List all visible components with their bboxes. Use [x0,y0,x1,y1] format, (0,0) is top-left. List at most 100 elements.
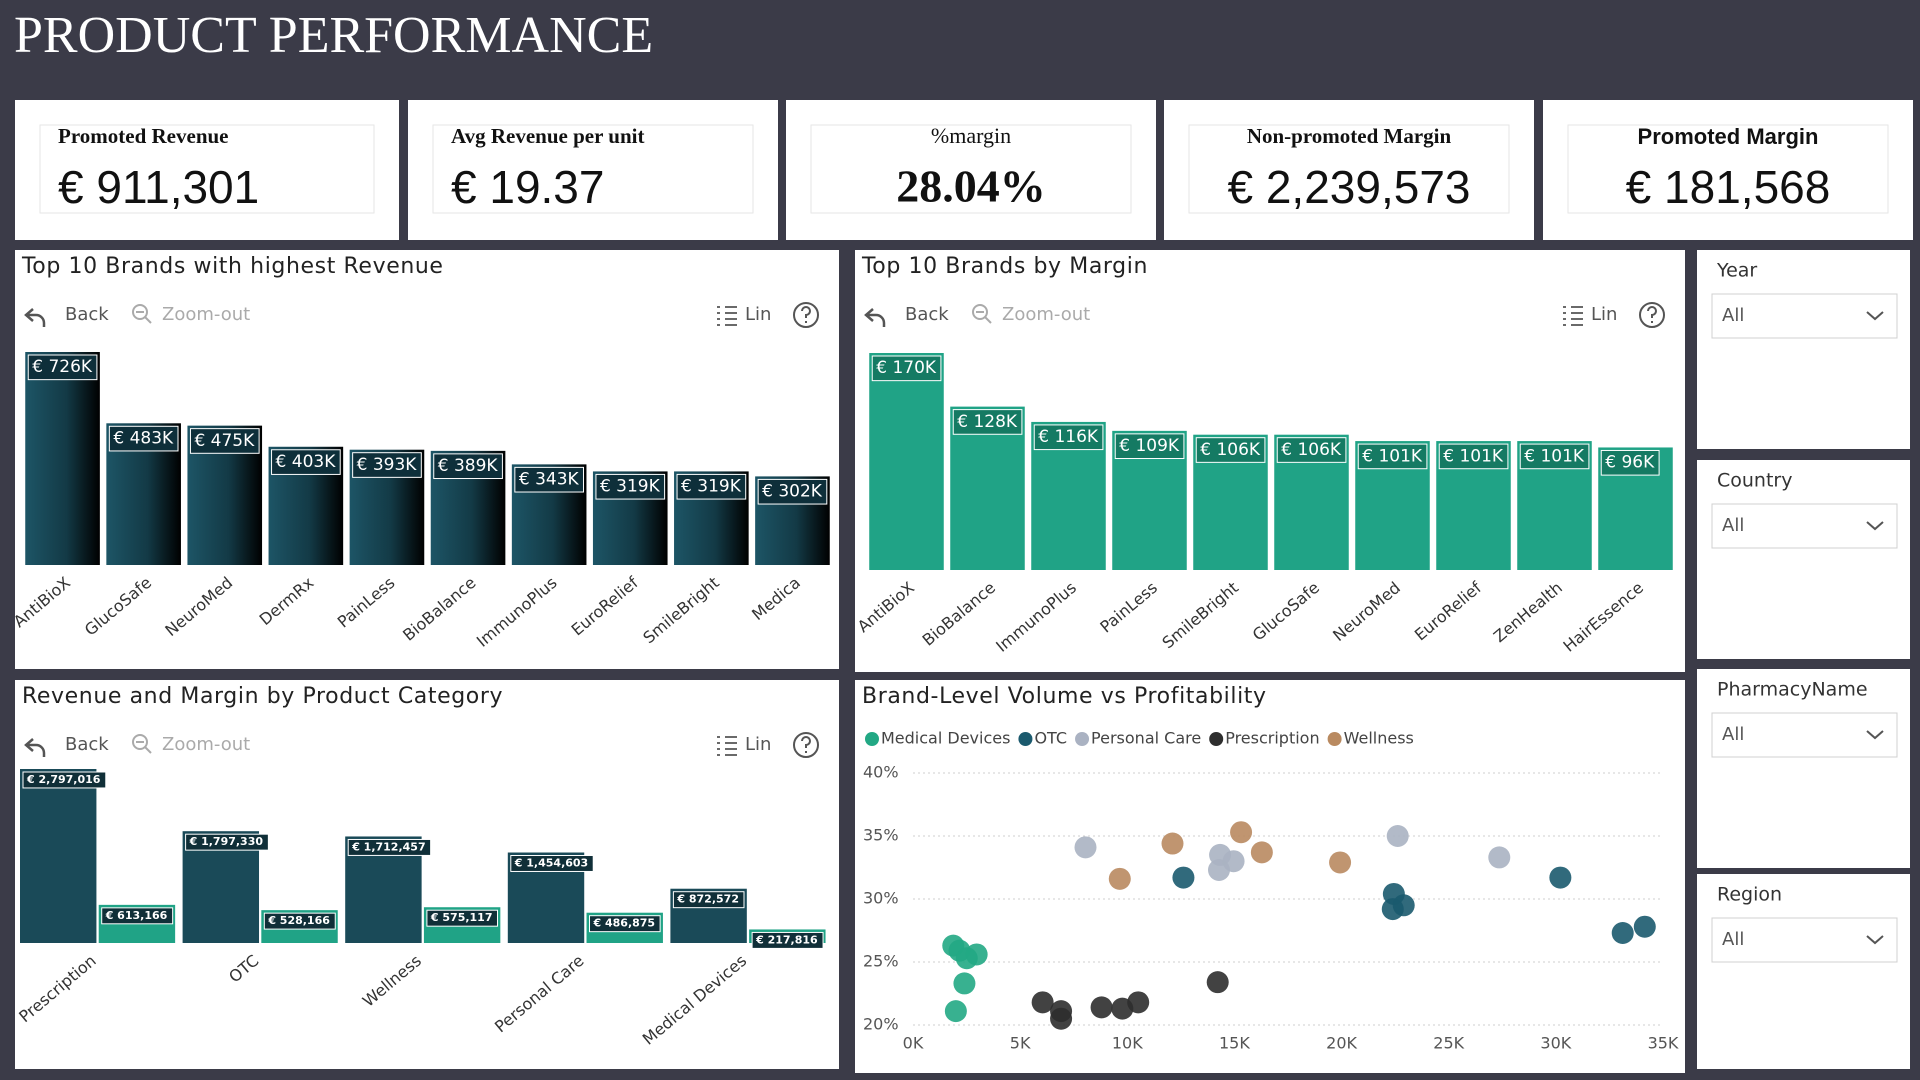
value-label: € 528,166 [267,914,330,927]
value-label-box [676,473,747,500]
back-button[interactable]: Back [65,734,109,755]
back-icon[interactable] [24,308,46,327]
help-icon[interactable] [793,302,819,328]
chart-title: Top 10 Brands by Margin [861,254,1148,279]
slicer: Region All [1697,874,1910,1069]
value-label-box [1357,443,1428,470]
help-icon[interactable] [1639,302,1665,328]
slicer-title: Region [1717,884,1782,906]
legend-label[interactable]: Personal Care [1091,729,1201,748]
value-label: € 96K [1605,453,1655,473]
kpi-label: %margin [931,123,1011,148]
scatter-point [1108,867,1131,890]
zoom-out-button[interactable]: Zoom-out [162,734,250,755]
value-label: € 872,572 [676,893,739,906]
slicer-bg [1697,250,1910,449]
value-label: € 106K [1281,440,1342,460]
zoom-icon-handle[interactable] [976,311,992,324]
zoom-icon-handle[interactable] [136,741,152,754]
linear-button[interactable]: Lin [1591,304,1617,325]
card-bg [786,100,1156,240]
zoom-icon[interactable] [132,734,148,750]
value-label-box [271,449,341,475]
zoom-out-button[interactable]: Zoom-out [1002,304,1090,325]
dropdown[interactable] [1711,712,1898,758]
dropdown-value[interactable]: All [1722,724,1744,745]
help-mark [801,306,811,323]
chart-panel: Top 10 Brands by Margin Back Zoom-out Lin € … [854,250,1685,672]
help-mark [801,736,811,753]
legend-marker [1327,732,1342,746]
y-tick-label: 35% [863,826,899,845]
panel-bg [15,680,839,1069]
linear-button[interactable]: Lin [745,304,771,325]
slicer: PharmacyName All [1697,669,1910,868]
legend-marker [1018,732,1033,746]
x-tick-label: 30K [1540,1034,1571,1053]
dropdown-chevron [1866,311,1884,321]
dropdown-chevron [1866,935,1884,945]
value-label-box [757,478,828,505]
panel-bg [855,680,1685,1073]
list-icon[interactable] [717,736,737,756]
value-label: € 483K [113,429,174,449]
legend-label[interactable]: Prescription [1225,729,1319,748]
dropdown-value[interactable]: All [1722,929,1744,950]
zoom-icon[interactable] [972,304,988,320]
legend-label[interactable]: Medical Devices [881,729,1010,748]
back-button[interactable]: Back [905,304,949,325]
help-icon[interactable] [793,732,819,758]
scatter-point [1392,894,1415,917]
slicer-title: PharmacyName [1717,679,1868,701]
list-icon[interactable] [717,306,737,326]
dropdown-value[interactable]: All [1722,515,1744,536]
value-label-box [1114,433,1185,460]
bar [25,352,100,565]
scatter-point [1549,866,1572,889]
dropdown-chevron [1866,521,1884,531]
dropdown[interactable] [1711,503,1898,549]
legend-label[interactable]: Wellness [1344,729,1414,748]
toolbar: Back Zoom-out Lin [864,302,1665,328]
back-icon[interactable] [24,738,46,757]
kpi-label: Promoted Revenue [58,124,229,148]
scatter-point [965,943,988,966]
value-label-box [871,355,942,382]
value-label-box [1195,437,1266,463]
dropdown[interactable] [1711,293,1898,339]
dropdown[interactable] [1711,917,1898,963]
linear-button[interactable]: Lin [745,734,771,755]
chart-title: Top 10 Brands with highest Revenue [21,254,444,279]
value-label: € 403K [276,452,337,472]
chart-panel: Top 10 Brands with highest Revenue Back Zo… [10,250,839,669]
list-icon[interactable] [1563,306,1583,326]
back-button[interactable]: Back [65,304,109,325]
legend-marker [1209,732,1224,746]
value-label: € 109K [1119,436,1180,456]
kpi-card: Promoted Margin € 181,568 [1543,100,1913,240]
dropdown-value[interactable]: All [1722,305,1744,326]
kpi-value: € 911,301 [58,161,259,213]
zoom-out-button[interactable]: Zoom-out [162,304,250,325]
scatter-point [944,1000,967,1023]
zoom-icon-handle[interactable] [136,311,152,324]
help-mark [1647,306,1657,323]
value-label: € 575,117 [430,911,493,924]
y-tick-label: 30% [863,889,899,908]
back-icon[interactable] [864,308,886,327]
legend-marker [1075,732,1090,746]
value-label-box [108,425,179,452]
value-label-box [595,473,666,500]
scatter-point [1031,991,1054,1014]
kpi-value: 28.04% [896,161,1046,212]
page-title: PRODUCT PERFORMANCE [14,7,653,64]
card-inner [432,124,754,214]
value-label: € 101K [1443,446,1504,466]
scatter-point [1206,971,1229,994]
value-label: € 106K [1200,440,1261,460]
zoom-icon[interactable] [132,304,148,320]
value-label: € 128K [957,412,1018,432]
legend-label[interactable]: OTC [1034,729,1067,748]
y-tick-label: 20% [863,1015,899,1034]
x-tick-label: 5K [1010,1034,1031,1053]
